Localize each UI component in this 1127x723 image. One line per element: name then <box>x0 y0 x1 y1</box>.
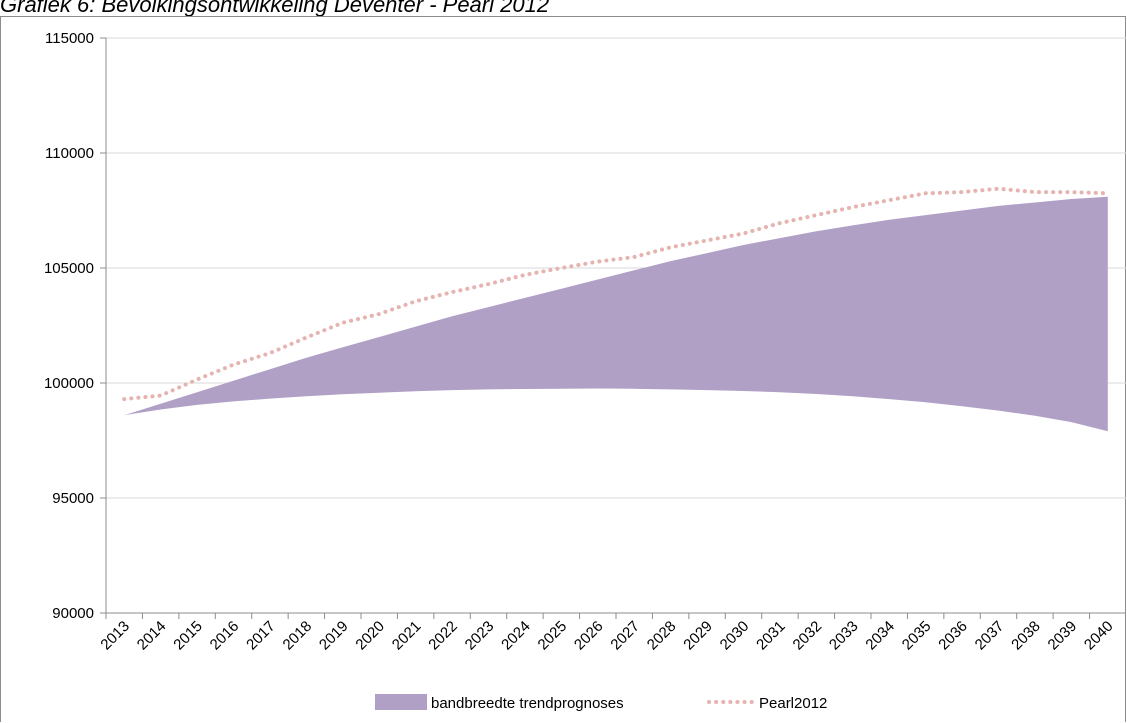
x-tick-label: 2040 <box>1081 618 1117 654</box>
x-tick-label: 2035 <box>899 618 935 654</box>
axes <box>100 37 1126 619</box>
y-tick-labels: 115000 110000 105000 100000 95000 90000 <box>44 30 94 622</box>
x-tick-label: 2018 <box>280 618 316 654</box>
x-tick-label: 2022 <box>425 618 461 654</box>
x-tick-label: 2020 <box>352 618 388 654</box>
x-tick-label: 2036 <box>935 618 971 654</box>
pearl-line <box>122 186 1110 402</box>
x-tick-label: 2039 <box>1045 618 1081 654</box>
y-tick-label: 115000 <box>45 30 94 47</box>
x-tick-label: 2032 <box>790 618 826 654</box>
y-tick-label: 95000 <box>52 490 94 507</box>
x-tick-labels: 2013 2014 2015 2016 2017 2018 2019 2020 2021 2022… <box>97 618 1116 654</box>
x-tick-label: 2013 <box>97 618 133 654</box>
x-tick-label: 2031 <box>753 618 789 654</box>
band-series-area <box>124 196 1108 432</box>
y-tick-label: 110000 <box>45 145 94 162</box>
x-tick-label: 2021 <box>389 618 425 654</box>
legend-item-pearl: Pearl2012 <box>707 695 827 712</box>
x-tick-label: 2038 <box>1008 618 1044 654</box>
x-tick-label: 2024 <box>498 618 534 654</box>
legend-swatch-band <box>375 694 427 710</box>
x-tick-label: 2034 <box>862 618 898 654</box>
x-tick-label: 2019 <box>316 618 352 654</box>
x-tick-label: 2025 <box>535 618 571 654</box>
x-tick-label: 2033 <box>826 618 862 654</box>
legend-label-pearl: Pearl2012 <box>759 695 827 712</box>
x-tick-label: 2015 <box>170 618 206 654</box>
x-tick-label: 2027 <box>607 618 643 654</box>
y-tick-label: 100000 <box>44 375 94 392</box>
legend-item-band: bandbreedte trendprognoses <box>375 694 624 712</box>
band-area <box>124 196 1108 432</box>
x-tick-label: 2030 <box>717 618 753 654</box>
x-tick-label: 2028 <box>644 618 680 654</box>
legend: bandbreedte trendprognoses Pearl2012 <box>375 694 827 712</box>
y-tick-label: 105000 <box>44 260 94 277</box>
x-tick-label: 2023 <box>462 618 498 654</box>
x-tick-label: 2016 <box>207 618 243 654</box>
legend-label-band: bandbreedte trendprognoses <box>431 695 624 712</box>
chart-title: Grafiek 6: Bevolkingsontwikkeling Devent… <box>0 0 550 17</box>
x-tick-label: 2014 <box>134 618 170 654</box>
chart-frame: 115000 110000 105000 100000 95000 90000 2013 2… <box>0 16 1126 722</box>
x-tick-label: 2017 <box>243 618 279 654</box>
y-tick-label: 90000 <box>52 605 94 622</box>
x-tick-label: 2026 <box>571 618 607 654</box>
x-tick-label: 2029 <box>680 618 716 654</box>
x-tick-label: 2037 <box>972 618 1008 654</box>
